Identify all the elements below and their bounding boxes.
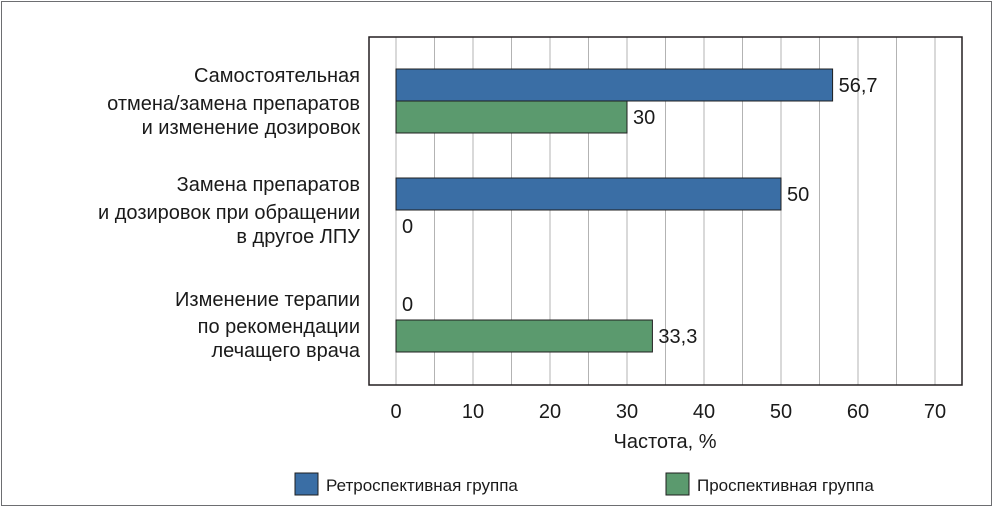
x-tick-label: 20	[539, 401, 561, 423]
value-labels: 56,7 30 50 0 0 33,3	[402, 75, 878, 348]
category-label: отмена/замена препаратов	[107, 93, 360, 115]
x-tick-label: 60	[847, 401, 869, 423]
category-label: Самостоятельная	[194, 65, 360, 87]
category-label: и изменение дозировок	[142, 117, 361, 139]
value-label: 0	[402, 216, 413, 238]
legend-swatch	[294, 472, 319, 496]
x-tick-labels: 0 10 20 30 40 50 60 70	[390, 401, 946, 423]
x-tick-label: 40	[693, 401, 715, 423]
category-label: в другое ЛПУ	[236, 226, 360, 248]
x-tick-label: 0	[390, 401, 401, 423]
value-label: 56,7	[839, 75, 878, 97]
x-tick-label: 30	[616, 401, 638, 423]
category-label: лечащего врача	[211, 340, 360, 362]
plot-area-border	[368, 36, 963, 386]
bars	[395, 68, 834, 353]
value-label: 30	[633, 107, 655, 129]
value-label: 0	[402, 294, 413, 316]
x-tick-label: 10	[462, 401, 484, 423]
legend: Ретроспективная группа Проспективная груп…	[294, 472, 874, 496]
legend-label: Проспективная группа	[697, 476, 874, 495]
category-label: Замена препаратов	[177, 174, 360, 196]
category-label: и дозировок при обращении	[98, 202, 360, 224]
bar-retrospective	[395, 68, 834, 102]
x-axis-title: Частота, %	[613, 431, 716, 453]
bar-prospective	[395, 100, 628, 134]
category-label: Изменение терапии	[175, 289, 360, 311]
bar-retrospective	[395, 177, 782, 211]
value-label: 50	[787, 184, 809, 206]
value-label: 33,3	[658, 326, 697, 348]
x-tick-label: 50	[770, 401, 792, 423]
bar-prospective	[395, 319, 653, 353]
legend-label: Ретроспективная группа	[326, 476, 518, 495]
category-label: по рекомендации	[198, 316, 360, 338]
x-tick-label: 70	[924, 401, 946, 423]
legend-swatch	[665, 472, 690, 496]
